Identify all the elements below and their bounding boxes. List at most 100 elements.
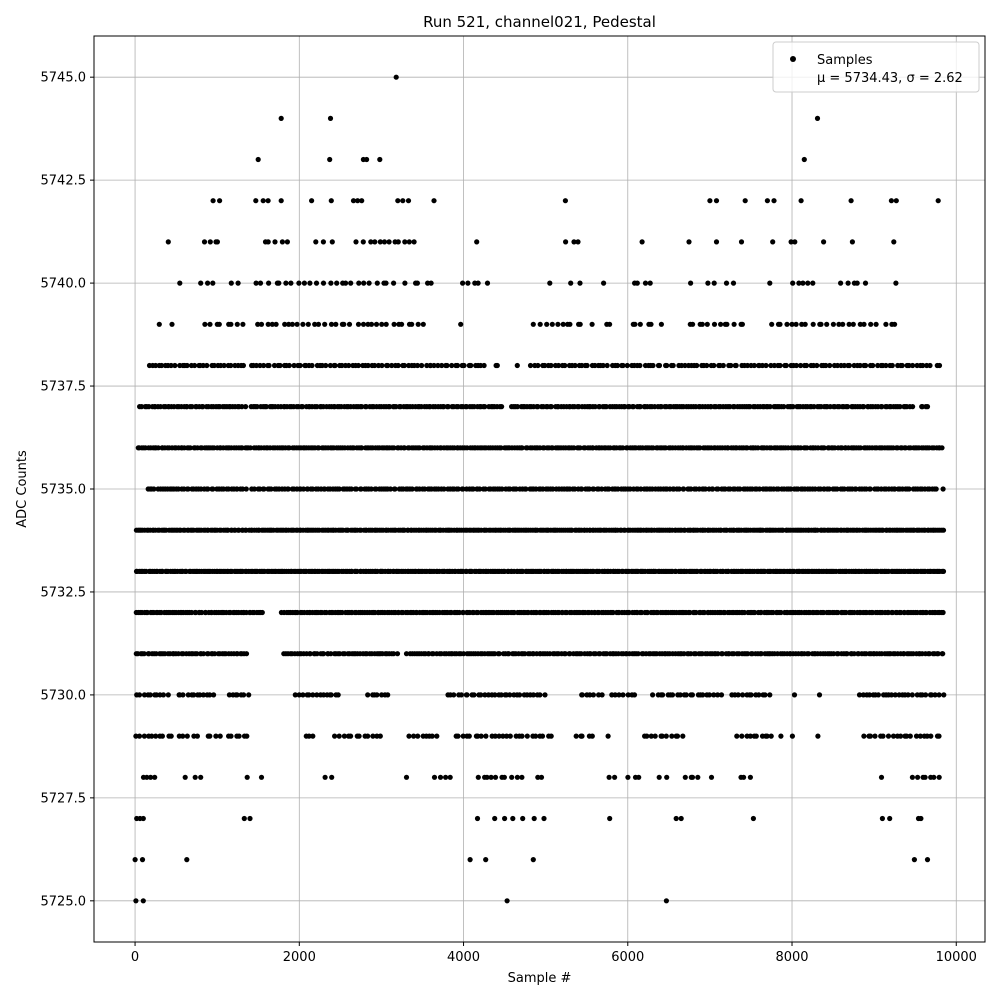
data-point bbox=[159, 733, 165, 739]
data-point bbox=[177, 280, 183, 286]
data-point bbox=[329, 774, 335, 780]
data-point bbox=[445, 404, 451, 410]
data-point bbox=[228, 362, 234, 369]
data-point bbox=[284, 239, 290, 245]
data-point bbox=[454, 362, 461, 369]
data-point bbox=[861, 404, 867, 410]
data-point bbox=[548, 733, 554, 739]
data-point bbox=[234, 321, 240, 327]
data-point bbox=[650, 362, 656, 369]
data-point bbox=[296, 692, 302, 698]
data-point bbox=[801, 156, 807, 163]
data-point bbox=[266, 362, 272, 369]
data-point bbox=[253, 280, 259, 286]
data-point bbox=[383, 321, 389, 327]
data-point bbox=[310, 733, 316, 739]
data-point bbox=[141, 651, 147, 657]
data-point bbox=[891, 239, 897, 245]
data-point bbox=[519, 445, 525, 451]
data-point bbox=[889, 362, 895, 369]
y-axis-label: ADC Counts bbox=[15, 450, 30, 528]
data-point bbox=[411, 733, 417, 739]
data-point bbox=[571, 445, 577, 451]
data-point bbox=[255, 321, 261, 327]
data-point bbox=[291, 362, 297, 369]
data-point bbox=[620, 445, 626, 451]
data-point bbox=[815, 733, 821, 739]
data-point bbox=[265, 321, 271, 327]
data-point bbox=[699, 321, 705, 327]
data-point bbox=[368, 486, 374, 492]
data-point bbox=[496, 651, 502, 657]
legend-series-stats: μ = 5734.43, σ = 2.62 bbox=[817, 71, 963, 86]
data-point bbox=[620, 362, 626, 369]
data-point bbox=[892, 692, 898, 698]
data-point bbox=[770, 239, 776, 245]
data-point bbox=[265, 239, 271, 245]
data-point bbox=[207, 321, 213, 327]
data-point bbox=[711, 692, 717, 698]
data-point bbox=[289, 321, 295, 327]
data-point bbox=[153, 733, 159, 739]
data-point bbox=[341, 321, 347, 327]
data-point bbox=[306, 733, 312, 739]
data-point bbox=[194, 733, 200, 739]
data-point bbox=[927, 362, 933, 369]
data-point bbox=[228, 280, 234, 286]
data-point bbox=[366, 280, 372, 286]
data-point bbox=[793, 362, 800, 369]
data-point bbox=[481, 362, 487, 369]
data-point bbox=[523, 486, 529, 492]
data-point bbox=[857, 445, 864, 451]
data-point bbox=[435, 362, 441, 369]
data-point bbox=[870, 362, 876, 369]
data-point bbox=[756, 486, 763, 492]
data-point bbox=[898, 733, 904, 739]
data-point bbox=[599, 486, 605, 492]
data-point bbox=[185, 486, 191, 492]
data-point bbox=[259, 609, 265, 616]
y-tick-label: 5745.0 bbox=[41, 71, 87, 86]
data-point bbox=[816, 692, 823, 698]
data-point bbox=[935, 651, 941, 657]
data-point bbox=[244, 774, 250, 780]
data-point bbox=[513, 486, 519, 492]
data-point bbox=[180, 692, 186, 698]
data-point bbox=[279, 239, 285, 245]
data-point bbox=[415, 733, 421, 739]
data-point bbox=[202, 321, 208, 327]
data-point bbox=[940, 568, 947, 575]
data-point bbox=[346, 362, 352, 369]
data-point bbox=[669, 692, 676, 698]
data-point bbox=[724, 321, 730, 327]
data-point bbox=[336, 733, 342, 739]
data-point bbox=[789, 321, 795, 327]
data-point bbox=[893, 280, 899, 286]
x-tick-label: 6000 bbox=[611, 950, 644, 965]
data-point bbox=[152, 774, 158, 780]
chart-title: Run 521, channel021, Pedestal bbox=[423, 13, 656, 31]
data-point bbox=[514, 362, 520, 369]
data-point bbox=[151, 486, 157, 492]
data-point bbox=[604, 362, 610, 369]
data-point bbox=[379, 362, 385, 369]
data-point bbox=[333, 321, 339, 327]
data-point bbox=[711, 362, 717, 369]
data-point bbox=[862, 280, 869, 286]
data-point bbox=[854, 280, 860, 286]
data-point bbox=[764, 198, 771, 204]
data-point bbox=[590, 692, 597, 698]
data-point bbox=[273, 321, 279, 327]
data-point bbox=[359, 198, 365, 204]
data-point bbox=[924, 404, 931, 410]
data-point bbox=[740, 692, 746, 698]
data-point bbox=[184, 733, 190, 739]
data-point bbox=[381, 239, 388, 245]
data-point bbox=[393, 74, 399, 80]
data-point bbox=[849, 239, 856, 245]
data-point bbox=[607, 815, 613, 822]
data-point bbox=[506, 651, 512, 657]
data-point bbox=[586, 486, 592, 492]
data-point bbox=[888, 692, 895, 698]
